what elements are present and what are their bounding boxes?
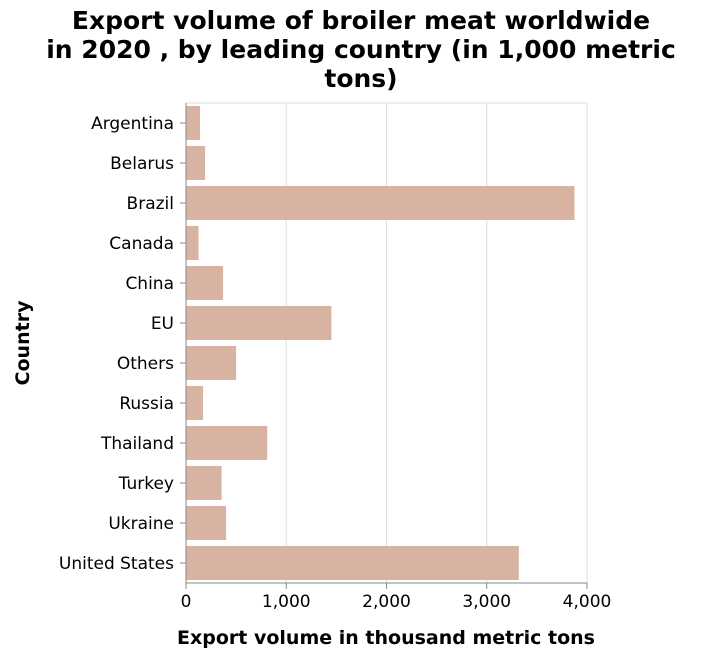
chart-title-line: in 2020 , by leading country (in 1,000 m… (46, 35, 676, 64)
y-tick-label: Russia (119, 394, 174, 414)
bar (186, 346, 237, 380)
chart-title-line: tons) (324, 64, 398, 93)
bar (186, 186, 575, 220)
chart-title-line: Export volume of broiler meat worldwide (71, 6, 651, 35)
y-axis-title: Country (12, 300, 34, 386)
bar (186, 546, 519, 580)
chart-title: Export volume of broiler meat worldwide … (0, 6, 722, 93)
x-tick-label: 1,000 (262, 592, 311, 612)
y-tick-label: Ukraine (108, 514, 174, 534)
bar (186, 466, 222, 500)
y-tick-label: United States (59, 554, 174, 574)
bars (186, 106, 575, 580)
axes (180, 103, 588, 589)
y-tick-label: Belarus (110, 154, 174, 174)
bar (186, 146, 206, 180)
grid (186, 102, 588, 583)
x-tick-label: 2,000 (362, 592, 411, 612)
x-tick-label: 3,000 (462, 592, 511, 612)
y-tick-label: Brazil (127, 194, 174, 214)
y-tick-label: Others (117, 354, 174, 374)
bar (186, 506, 227, 540)
y-tick-label: Argentina (91, 114, 174, 134)
y-tick-label: EU (151, 314, 174, 334)
bar (186, 386, 204, 420)
bar (186, 306, 332, 340)
tick-labels: 0 1,000 2,000 3,000 4,000 Argentina Belarus Bra… (59, 114, 611, 612)
y-tick-label: Canada (109, 234, 174, 254)
bar (186, 106, 201, 140)
bar (186, 226, 199, 260)
bar (186, 266, 224, 300)
bar (186, 426, 268, 460)
y-tick-label: China (125, 274, 174, 294)
x-tick-label: 0 (181, 592, 192, 612)
y-tick-label: Turkey (118, 474, 174, 494)
x-tick-label: 4,000 (563, 592, 612, 612)
x-axis-title: Export volume in thousand metric tons (177, 627, 595, 649)
y-tick-label: Thailand (100, 434, 174, 454)
